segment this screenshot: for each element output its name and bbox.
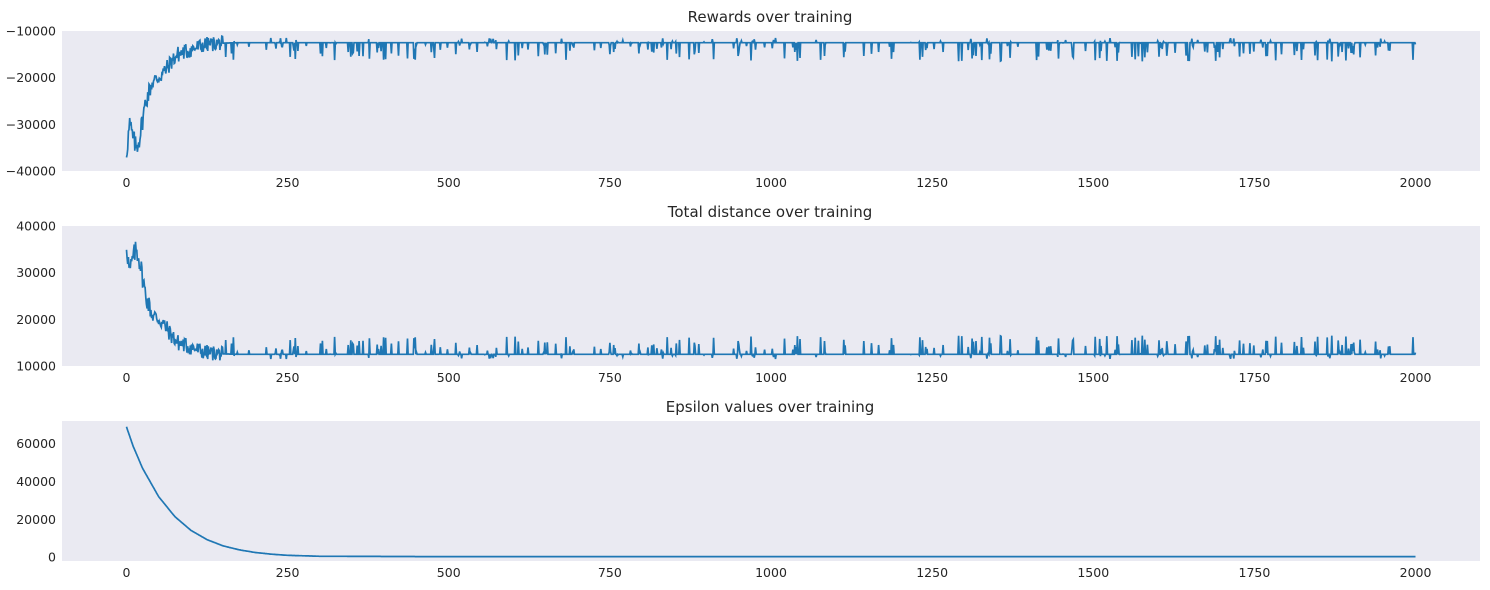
y-tick-label: 20000: [16, 312, 56, 327]
x-tick-label: 500: [437, 565, 461, 580]
plot-area: [62, 31, 1480, 171]
x-tick-label: 750: [598, 565, 622, 580]
x-tick-label: 0: [122, 175, 130, 190]
x-tick-labels: 0 250 500 750 1000 1250 1500 1750 2000: [122, 370, 1431, 385]
rewards-chart: Rewards over training 0 250 500 750 1000 1250…: [6, 8, 1480, 190]
x-tick-label: 250: [276, 370, 300, 385]
y-tick-label: 20000: [16, 512, 56, 527]
plot-area: [62, 421, 1480, 561]
x-tick-label: 500: [437, 175, 461, 190]
x-tick-label: 1000: [755, 370, 787, 385]
x-tick-label: 1750: [1239, 370, 1271, 385]
y-tick-label: 40000: [16, 474, 56, 489]
x-tick-label: 500: [437, 370, 461, 385]
x-tick-label: 250: [276, 175, 300, 190]
x-tick-label: 1000: [755, 175, 787, 190]
x-tick-label: 2000: [1400, 175, 1432, 190]
series-line: [125, 34, 1417, 158]
chart-title: Rewards over training: [688, 8, 853, 26]
y-tick-label: −40000: [6, 164, 56, 179]
x-tick-label: 750: [598, 370, 622, 385]
y-tick-labels: −10000 −20000 −30000 −40000: [6, 24, 56, 179]
x-tick-label: 1500: [1077, 565, 1109, 580]
y-tick-labels: 40000 30000 20000 10000: [16, 219, 56, 374]
y-tick-label: 40000: [16, 219, 56, 234]
line-layer: [125, 241, 1417, 361]
chart-title: Total distance over training: [667, 203, 872, 221]
x-tick-label: 0: [122, 565, 130, 580]
series-line: [125, 426, 1416, 558]
x-tick-label: 1500: [1077, 370, 1109, 385]
y-tick-label: 60000: [16, 436, 56, 451]
x-tick-labels: 0 250 500 750 1000 1250 1500 1750 2000: [122, 175, 1431, 190]
y-tick-label: −20000: [6, 70, 56, 85]
x-tick-label: 0: [122, 370, 130, 385]
x-tick-label: 1500: [1077, 175, 1109, 190]
plot-area: [62, 226, 1480, 366]
y-tick-label: 0: [48, 550, 56, 565]
x-tick-label: 1000: [755, 565, 787, 580]
x-tick-label: 1250: [916, 565, 948, 580]
epsilon-chart: Epsilon values over training 0 250 500 750 1…: [16, 398, 1480, 580]
y-tick-label: −30000: [6, 117, 56, 132]
x-tick-labels: 0 250 500 750 1000 1250 1500 1750 2000: [122, 565, 1431, 580]
x-tick-label: 2000: [1400, 565, 1432, 580]
line-layer: [125, 426, 1416, 558]
x-tick-label: 750: [598, 175, 622, 190]
chart-title: Epsilon values over training: [666, 398, 874, 416]
series-line: [125, 241, 1417, 361]
y-tick-labels: 60000 40000 20000 0: [16, 436, 56, 565]
x-tick-label: 1750: [1239, 565, 1271, 580]
x-tick-label: 250: [276, 565, 300, 580]
x-tick-label: 1250: [916, 175, 948, 190]
distance-chart: Total distance over training 0 250 500 750 1…: [16, 203, 1480, 385]
y-tick-label: 30000: [16, 265, 56, 280]
x-tick-label: 2000: [1400, 370, 1432, 385]
line-layer: [125, 34, 1417, 158]
x-tick-label: 1250: [916, 370, 948, 385]
y-tick-label: −10000: [6, 24, 56, 39]
x-tick-label: 1750: [1239, 175, 1271, 190]
y-tick-label: 10000: [16, 359, 56, 374]
